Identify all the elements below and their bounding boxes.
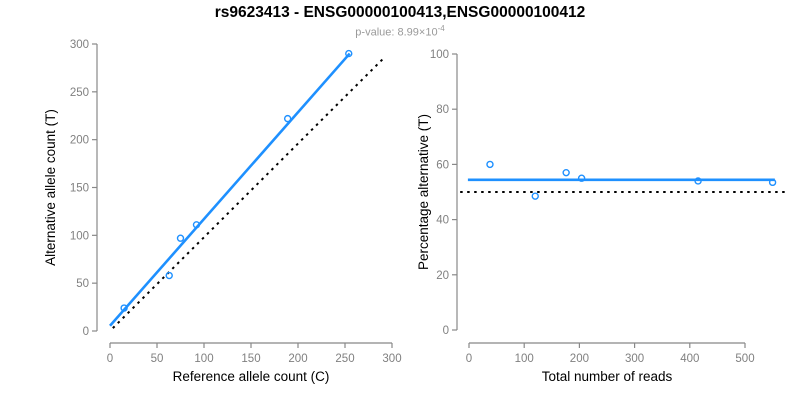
data-point (577, 174, 586, 182)
x-tick-label: 50 (151, 353, 164, 365)
y-axis-title: Percentage alternative (T) (416, 114, 431, 270)
data-point (283, 114, 292, 123)
p-value-base: p-value: 8.99×10 (355, 26, 438, 39)
y-tick-label: 200 (70, 135, 89, 147)
x-tick-label: 0 (466, 353, 472, 365)
y-tick-label: 50 (76, 278, 89, 290)
x-tick-label: 150 (241, 353, 260, 365)
x-tick-label: 400 (680, 353, 699, 365)
fit-line (109, 52, 351, 327)
x-tick-label: 500 (735, 353, 754, 365)
y-tick-label: 300 (70, 39, 89, 51)
panel-allele-count-scatter: 0 50 100 150 200 250 300 0 50 100 150 200 250 300 Refe… (43, 39, 402, 384)
y-axis-title: Alternative allele count (T) (43, 109, 58, 266)
x-axis-title: Reference allele count (C) (173, 369, 330, 384)
identity-line (112, 55, 387, 329)
data-point (562, 168, 570, 177)
x-tick-label: 300 (625, 353, 644, 365)
x-tick-label: 200 (570, 353, 589, 365)
x-tick-label: 300 (382, 353, 401, 365)
data-point (768, 178, 777, 187)
plot-title: rs9623413 - ENSG00000100413,ENSG00000100… (214, 4, 586, 21)
panel-percentage-vs-depth-scatter: 0 100 200 300 400 500 0 20 40 60 80 100 Total number… (416, 49, 789, 384)
data-point (165, 271, 173, 280)
y-tick-label: 150 (70, 182, 89, 194)
x-axis-title: Total number of reads (542, 369, 673, 384)
y-tick-label: 250 (70, 87, 89, 99)
y-tick-label: 80 (436, 104, 449, 116)
p-value-subtitle: p-value: 8.99×10-4 (0, 24, 800, 39)
data-point (176, 234, 185, 242)
data-point (486, 160, 494, 169)
x-tick-label: 250 (335, 353, 354, 365)
y-tick-label: 60 (436, 159, 449, 171)
y-tick-label: 100 (70, 230, 89, 242)
data-point (694, 177, 702, 185)
data-point (192, 221, 201, 229)
y-tick-label: 40 (436, 215, 449, 227)
y-tick-label: 20 (436, 270, 449, 282)
p-value-exponent: -4 (437, 24, 445, 33)
x-tick-label: 200 (288, 353, 307, 365)
x-tick-label: 100 (515, 353, 534, 365)
x-tick-label: 100 (194, 353, 213, 365)
y-tick-label: 0 (83, 326, 89, 338)
data-point (345, 49, 353, 58)
y-tick-label: 0 (443, 325, 449, 337)
data-point (120, 304, 128, 312)
data-point (531, 192, 539, 200)
x-tick-label: 0 (107, 353, 113, 365)
y-tick-label: 100 (430, 49, 449, 61)
